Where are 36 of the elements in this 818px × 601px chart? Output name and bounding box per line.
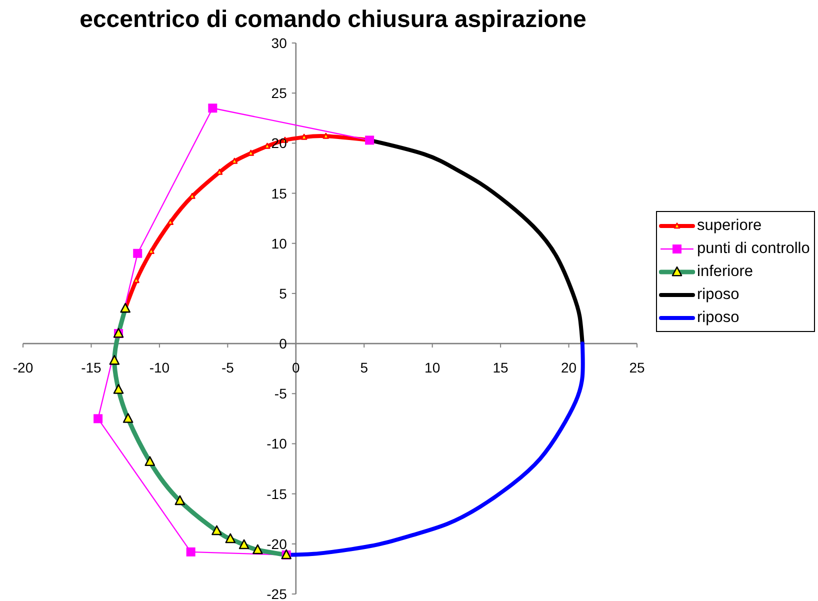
- point: [322, 132, 330, 139]
- x-tick-label: 20: [560, 360, 577, 376]
- legend-label: riposo: [697, 308, 740, 328]
- legend-label: riposo: [697, 285, 740, 305]
- y-tick-label: -20: [266, 536, 288, 552]
- x-tick-label: -20: [12, 360, 34, 376]
- y-tick-label: 5: [279, 285, 288, 302]
- y-tick-label: 15: [271, 185, 288, 202]
- y-tick-label: -25: [266, 586, 288, 601]
- legend-label: inferiore: [697, 262, 753, 282]
- x-tick-label: -5: [221, 360, 234, 376]
- point: [167, 218, 174, 225]
- x-tick-label: 25: [629, 360, 645, 376]
- x-tick-label: 0: [292, 360, 300, 376]
- y-tick-label: 0: [279, 336, 288, 352]
- y-tick-label: 30: [271, 35, 288, 51]
- x-tick-label: -15: [81, 360, 102, 376]
- x-tick-label: 5: [360, 360, 368, 376]
- legend-label: punti di controllo: [697, 239, 810, 259]
- point: [94, 414, 103, 424]
- point: [133, 248, 142, 258]
- y-tick-label: 10: [271, 235, 288, 252]
- x-tick-label: -10: [149, 360, 170, 376]
- legend-label: superiore: [697, 216, 762, 236]
- point: [133, 277, 140, 284]
- x-tick-label: 15: [492, 360, 509, 376]
- chart-title: eccentrico di comando chiusura aspirazione: [78, 5, 588, 35]
- point: [186, 547, 196, 556]
- point: [148, 248, 154, 254]
- point: [208, 104, 218, 113]
- point: [300, 134, 308, 140]
- y-tick-label: 25: [271, 85, 288, 102]
- y-tick-label: -10: [266, 436, 288, 452]
- x-tick-label: 10: [424, 360, 440, 376]
- y-tick-label: -15: [266, 486, 288, 502]
- y-tick-label: -5: [274, 386, 288, 402]
